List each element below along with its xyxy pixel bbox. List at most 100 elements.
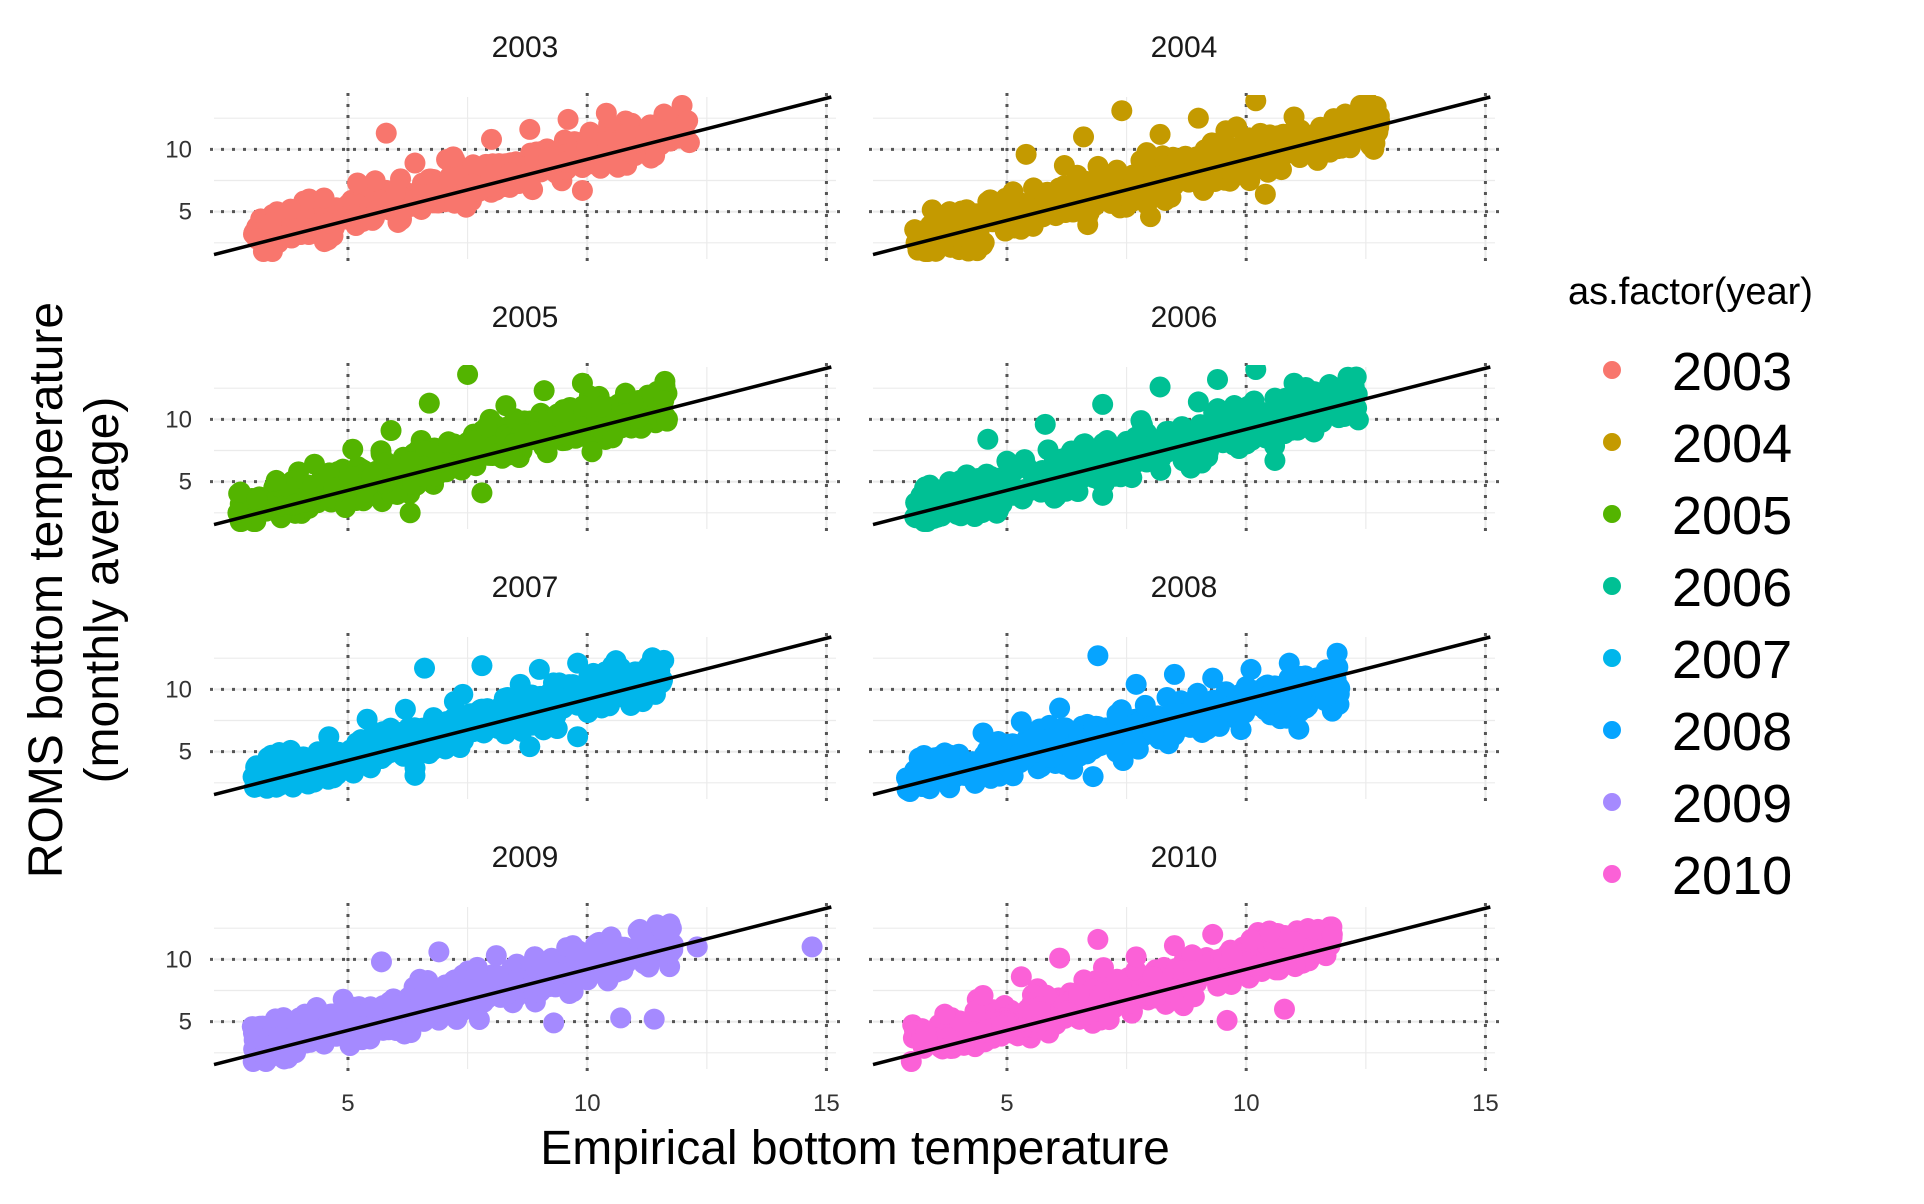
data-point	[600, 926, 622, 948]
points-2010	[900, 916, 1343, 1073]
data-point	[342, 438, 364, 460]
facet-strip-label: 2007	[492, 571, 559, 604]
data-point	[1240, 658, 1262, 680]
legend-item-2003: 2003	[1603, 342, 1792, 402]
points-2008	[895, 642, 1351, 803]
data-point	[1098, 1009, 1120, 1031]
data-point	[414, 657, 436, 679]
data-point	[326, 764, 348, 786]
data-point	[1015, 143, 1037, 165]
data-point	[915, 1021, 937, 1043]
data-point	[1350, 95, 1372, 116]
data-point	[919, 214, 941, 236]
data-point	[964, 1000, 986, 1022]
data-point	[966, 240, 988, 262]
data-point	[342, 466, 364, 488]
points-2003	[243, 95, 700, 263]
points-2006	[904, 365, 1369, 533]
data-point	[972, 722, 994, 744]
data-point	[1254, 183, 1276, 205]
data-point	[1183, 986, 1205, 1008]
x-axis-title: Empirical bottom temperature	[540, 1122, 1170, 1175]
data-point	[1283, 106, 1305, 128]
data-point	[372, 721, 394, 743]
data-point	[634, 682, 656, 704]
x-tick-label: 10	[574, 1090, 601, 1117]
legend-item-2006: 2006	[1603, 558, 1792, 618]
data-point	[1312, 388, 1334, 410]
data-point	[939, 471, 961, 493]
data-point	[428, 941, 450, 963]
data-point	[359, 996, 381, 1018]
data-point	[1015, 454, 1037, 476]
facet-panel-2004: 2004	[869, 31, 1499, 263]
data-point	[291, 1022, 313, 1044]
data-point	[241, 1016, 263, 1038]
data-point	[375, 122, 397, 144]
data-point	[446, 1008, 468, 1030]
data-point	[1156, 686, 1178, 708]
y-tick-label: 5	[179, 199, 192, 226]
data-point	[915, 756, 937, 778]
data-point	[977, 428, 999, 450]
facet-strip-label: 2010	[1151, 841, 1218, 874]
data-point	[610, 1007, 632, 1029]
data-point	[487, 965, 509, 987]
legend-key	[1603, 361, 1621, 379]
data-point	[674, 125, 696, 147]
x-tick-label: 15	[813, 1090, 840, 1117]
legend-label: 2008	[1672, 702, 1792, 762]
data-point	[934, 1003, 956, 1025]
data-point	[1326, 642, 1348, 664]
data-point	[466, 960, 488, 982]
data-point	[528, 658, 550, 680]
data-point	[1183, 693, 1205, 715]
x-tick-label: 10	[1233, 1090, 1260, 1117]
fit-line	[213, 95, 832, 257]
data-point	[394, 698, 416, 720]
data-point	[538, 147, 560, 169]
fit-line	[872, 95, 1491, 257]
data-point	[1130, 150, 1152, 172]
data-point	[547, 687, 569, 709]
data-point	[1226, 407, 1248, 429]
x-tick-label: 15	[1472, 1090, 1499, 1117]
data-point	[581, 441, 603, 463]
data-point	[1087, 468, 1109, 490]
data-point	[543, 1012, 565, 1034]
data-point	[1226, 116, 1248, 138]
data-point	[1121, 191, 1143, 213]
y-axis-title-line-1: ROMS bottom temperature	[20, 302, 73, 878]
legend-label: 2005	[1672, 486, 1792, 546]
facet-strip-label: 2006	[1151, 301, 1218, 334]
data-point	[514, 423, 536, 445]
data-point	[1053, 453, 1075, 475]
data-point	[467, 706, 489, 728]
fit-line	[872, 635, 1491, 797]
data-point	[409, 968, 431, 990]
data-point	[1092, 171, 1114, 193]
data-point	[1240, 928, 1262, 950]
data-point	[1049, 697, 1071, 719]
data-point	[455, 196, 477, 218]
data-point	[1106, 703, 1128, 725]
facet-strip-label: 2009	[492, 841, 559, 874]
facet-panel-2003: 2003 5 10	[165, 31, 840, 263]
data-point	[437, 431, 459, 453]
data-point	[476, 416, 498, 438]
legend-label: 2004	[1672, 414, 1792, 474]
data-point	[260, 212, 282, 234]
facet-panel-2006: 2006	[869, 301, 1499, 533]
y-tick-label: 10	[165, 406, 192, 433]
data-point	[1053, 155, 1075, 177]
data-point	[955, 467, 977, 489]
data-point	[1221, 943, 1243, 965]
data-point	[586, 668, 608, 690]
data-point	[643, 116, 665, 138]
data-point	[1288, 718, 1310, 740]
y-axis-title-line-2: (monthly average)	[76, 397, 129, 784]
data-point	[624, 661, 646, 683]
data-point	[1183, 960, 1205, 982]
data-point	[1187, 107, 1209, 129]
data-point	[347, 172, 369, 194]
